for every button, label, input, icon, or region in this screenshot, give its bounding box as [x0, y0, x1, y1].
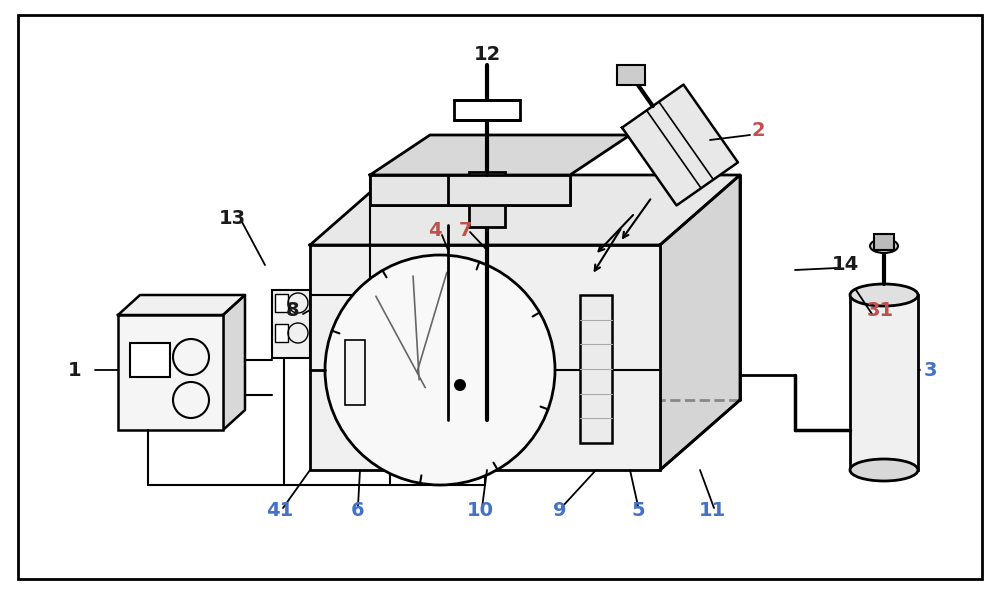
Polygon shape: [370, 135, 630, 175]
Bar: [118, 315, 223, 430]
Bar: [874, 234, 894, 250]
Ellipse shape: [870, 239, 898, 253]
Bar: [617, 65, 645, 85]
Polygon shape: [622, 84, 738, 206]
Bar: [454, 100, 520, 120]
Text: 3: 3: [923, 361, 937, 380]
Text: 8: 8: [286, 301, 300, 320]
Polygon shape: [223, 295, 245, 430]
Text: 12: 12: [473, 46, 501, 65]
Text: 2: 2: [751, 121, 765, 140]
Ellipse shape: [850, 284, 918, 306]
Bar: [850, 295, 918, 470]
Bar: [310, 245, 660, 470]
Polygon shape: [310, 175, 740, 245]
Ellipse shape: [850, 459, 918, 481]
Bar: [580, 295, 612, 443]
Text: 13: 13: [218, 208, 246, 228]
Text: 1: 1: [68, 361, 82, 380]
Text: 9: 9: [553, 501, 567, 520]
Bar: [275, 324, 288, 342]
Text: 5: 5: [631, 501, 645, 520]
Text: 14: 14: [831, 255, 859, 274]
Bar: [370, 175, 570, 205]
Circle shape: [325, 255, 555, 485]
Text: 4: 4: [428, 220, 442, 239]
Bar: [272, 290, 310, 358]
Bar: [275, 294, 288, 312]
Polygon shape: [118, 295, 245, 315]
Bar: [345, 340, 365, 405]
Polygon shape: [660, 175, 740, 470]
Text: 31: 31: [866, 301, 894, 320]
Text: 6: 6: [351, 501, 365, 520]
Text: 41: 41: [266, 501, 294, 520]
Bar: [130, 343, 170, 377]
Bar: [469, 172, 505, 227]
Text: 7: 7: [458, 220, 472, 239]
Circle shape: [454, 379, 466, 391]
Bar: [370, 175, 570, 205]
Text: 11: 11: [698, 501, 726, 520]
Text: 10: 10: [466, 501, 494, 520]
